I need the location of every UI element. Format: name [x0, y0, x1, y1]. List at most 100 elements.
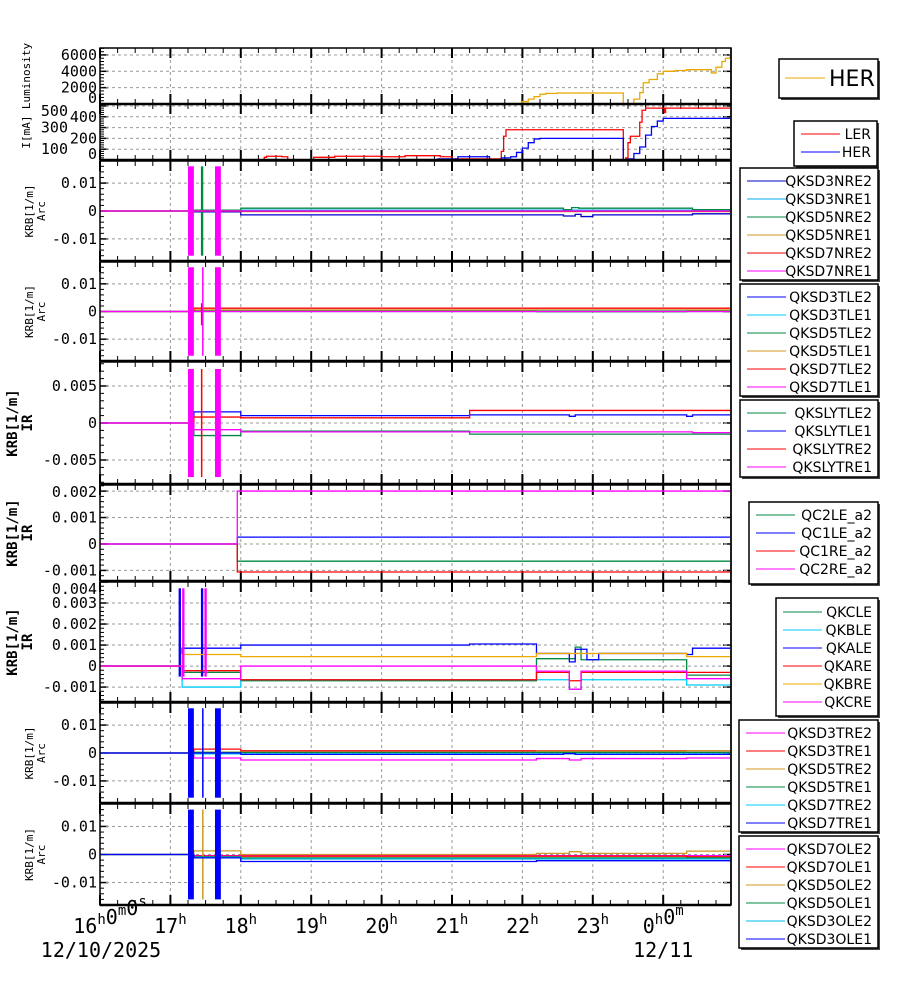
legend-item: QKSD5OLE2	[746, 878, 872, 894]
legend-label: QKSD3OLE1	[787, 932, 872, 948]
legend-box	[738, 719, 879, 833]
legend-item: QKSLYTLE2	[747, 406, 872, 422]
legend-item: QKARE	[783, 659, 872, 675]
y-axis-label: KRB[1/m]	[5, 608, 21, 675]
series-line-qc1re_a2	[100, 543, 731, 573]
series-line-her	[100, 117, 731, 160]
legend-label: QKSD5TRE1	[787, 780, 872, 796]
series-group	[100, 588, 731, 690]
legend-panel-9: QKSD7OLE2 QKSD7OLE1 QKSD5OLE2 QKSD5OLE1 QKSD…	[738, 835, 880, 950]
legend-label: QKSD3NRE2	[785, 174, 872, 190]
y-tick-label: -0.01	[52, 874, 97, 892]
spike-qksd7nre1	[188, 166, 194, 256]
legend-label: QKARE	[824, 659, 872, 675]
x-tick-label-number: 19	[295, 914, 319, 938]
series-line-qksd7tre1	[100, 752, 731, 756]
y-axis-label: Luminosity	[20, 43, 33, 110]
legend-panel-6: QC2LE_a2 QC1LE_a2 QC1RE_a2 QC2RE_a2	[748, 501, 880, 586]
legend-box	[778, 58, 879, 99]
series-group	[100, 166, 731, 256]
series-line-qksd3tre2	[100, 752, 731, 761]
y-axis-label: IR	[20, 633, 36, 650]
y-tick-label: 0	[88, 846, 97, 864]
legend-label: LER	[845, 127, 872, 143]
x-tick-label-unit: h	[601, 912, 609, 928]
legend-item: QKSD5TRE1	[746, 780, 872, 796]
legend-box	[748, 501, 879, 585]
x-tick-label-unit: h	[460, 912, 468, 928]
legend-item: QKSD7NRE2	[747, 246, 872, 262]
series-group	[100, 490, 731, 573]
x-tick-label-unit: m	[675, 903, 683, 919]
legend-item: QKSD7TLE2	[747, 362, 872, 378]
panel-frame	[99, 484, 732, 582]
x-tick-label-unit: h	[249, 912, 257, 928]
legend-box	[793, 120, 878, 167]
legend-label: QKSD7TRE2	[787, 798, 872, 814]
legend-label: QC1LE_a2	[801, 526, 872, 542]
spike-qkslytre1	[214, 368, 221, 478]
spike-qksd7tre1	[214, 708, 221, 798]
series-line-qkcle	[100, 646, 731, 682]
x-tick-label-number: 0	[106, 905, 118, 929]
legend-box	[739, 167, 879, 281]
legend-label: QKSLYTLE1	[794, 424, 872, 440]
y-tick-label: 0.01	[61, 716, 97, 734]
series-line-qkble	[100, 665, 731, 690]
series-line-qc2re_a2	[100, 490, 731, 545]
legend-label: QKSD3TRE1	[787, 744, 872, 760]
spike-qkslytre1	[188, 368, 194, 478]
legend-item: QKSLYTRE1	[747, 460, 872, 476]
legend-label: QC2RE_a2	[799, 562, 872, 578]
y-tick-label: -0.005	[43, 451, 97, 469]
x-tick-label: 20h	[365, 912, 398, 938]
legend-box	[775, 597, 879, 717]
legend-label: QC1RE_a2	[799, 544, 872, 560]
legend-label: QKSD3NRE1	[785, 192, 872, 208]
legend-item: QC1RE_a2	[756, 544, 872, 560]
panel-9: -0.01 0 0.01 KRB[1/m] Arc	[23, 803, 732, 907]
plot-layer: 0200040006000Luminosity0100200300400500I…	[5, 43, 732, 907]
x-tick-label-number: 18	[225, 914, 249, 938]
series-line-ler	[100, 107, 731, 160]
y-axis-label: IR	[20, 524, 36, 541]
y-tick-label: 200	[70, 129, 97, 147]
y-axis-label: Arc	[35, 845, 48, 865]
spike-qksd7tle1	[202, 267, 204, 356]
legend-label: HER	[829, 67, 875, 92]
series-group	[100, 267, 731, 356]
legend-item: QKSD7OLE2	[746, 842, 872, 858]
legend-panel-1: HER	[778, 58, 880, 100]
series-line-qkslytre1	[100, 422, 731, 434]
legend-item: QKSD7OLE1	[746, 860, 872, 876]
y-tick-label: 0.01	[61, 174, 97, 192]
y-axis-label: Arc	[35, 743, 48, 763]
legend-panel-5: QKSLYTLE2 QKSLYTLE1 QKSLYTRE2 QKSLYTRE1	[739, 399, 880, 479]
legend-item: QKSD5NRE1	[747, 228, 872, 244]
series-group	[100, 54, 731, 104]
legend-item: QKSLYTLE1	[747, 424, 872, 440]
legend-item: QKBRE	[783, 677, 872, 693]
legend-item: QKSD7TLE1	[747, 380, 872, 396]
y-axis-label: KRB[1/m]	[23, 285, 36, 338]
y-tick-label: 0	[88, 535, 97, 553]
y-tick-label: 0.002	[52, 615, 97, 633]
x-tick-label-number: 23	[577, 914, 601, 938]
legend-label: QKSD5NRE1	[785, 228, 872, 244]
legend-item: QKSD5TLE2	[747, 326, 872, 342]
panel-8: -0.01 0 0.01 KRB[1/m] Arc	[23, 702, 732, 805]
y-axis-label: KRB[1/m]	[23, 727, 36, 780]
y-tick-label: -0.01	[52, 230, 97, 248]
legend-item: QKSD3OLE2	[746, 914, 872, 930]
y-tick-label: 0	[88, 202, 97, 220]
y-tick-label: 0	[88, 657, 97, 675]
legend-item: QKSLYTRE2	[747, 442, 872, 458]
y-tick-label: -0.01	[52, 772, 97, 790]
legend-item: QKCRE	[783, 695, 872, 711]
spike-qksd7tle2	[200, 303, 203, 326]
panel-frame	[99, 47, 732, 105]
legend-item: QKSD3OLE1	[746, 932, 872, 948]
